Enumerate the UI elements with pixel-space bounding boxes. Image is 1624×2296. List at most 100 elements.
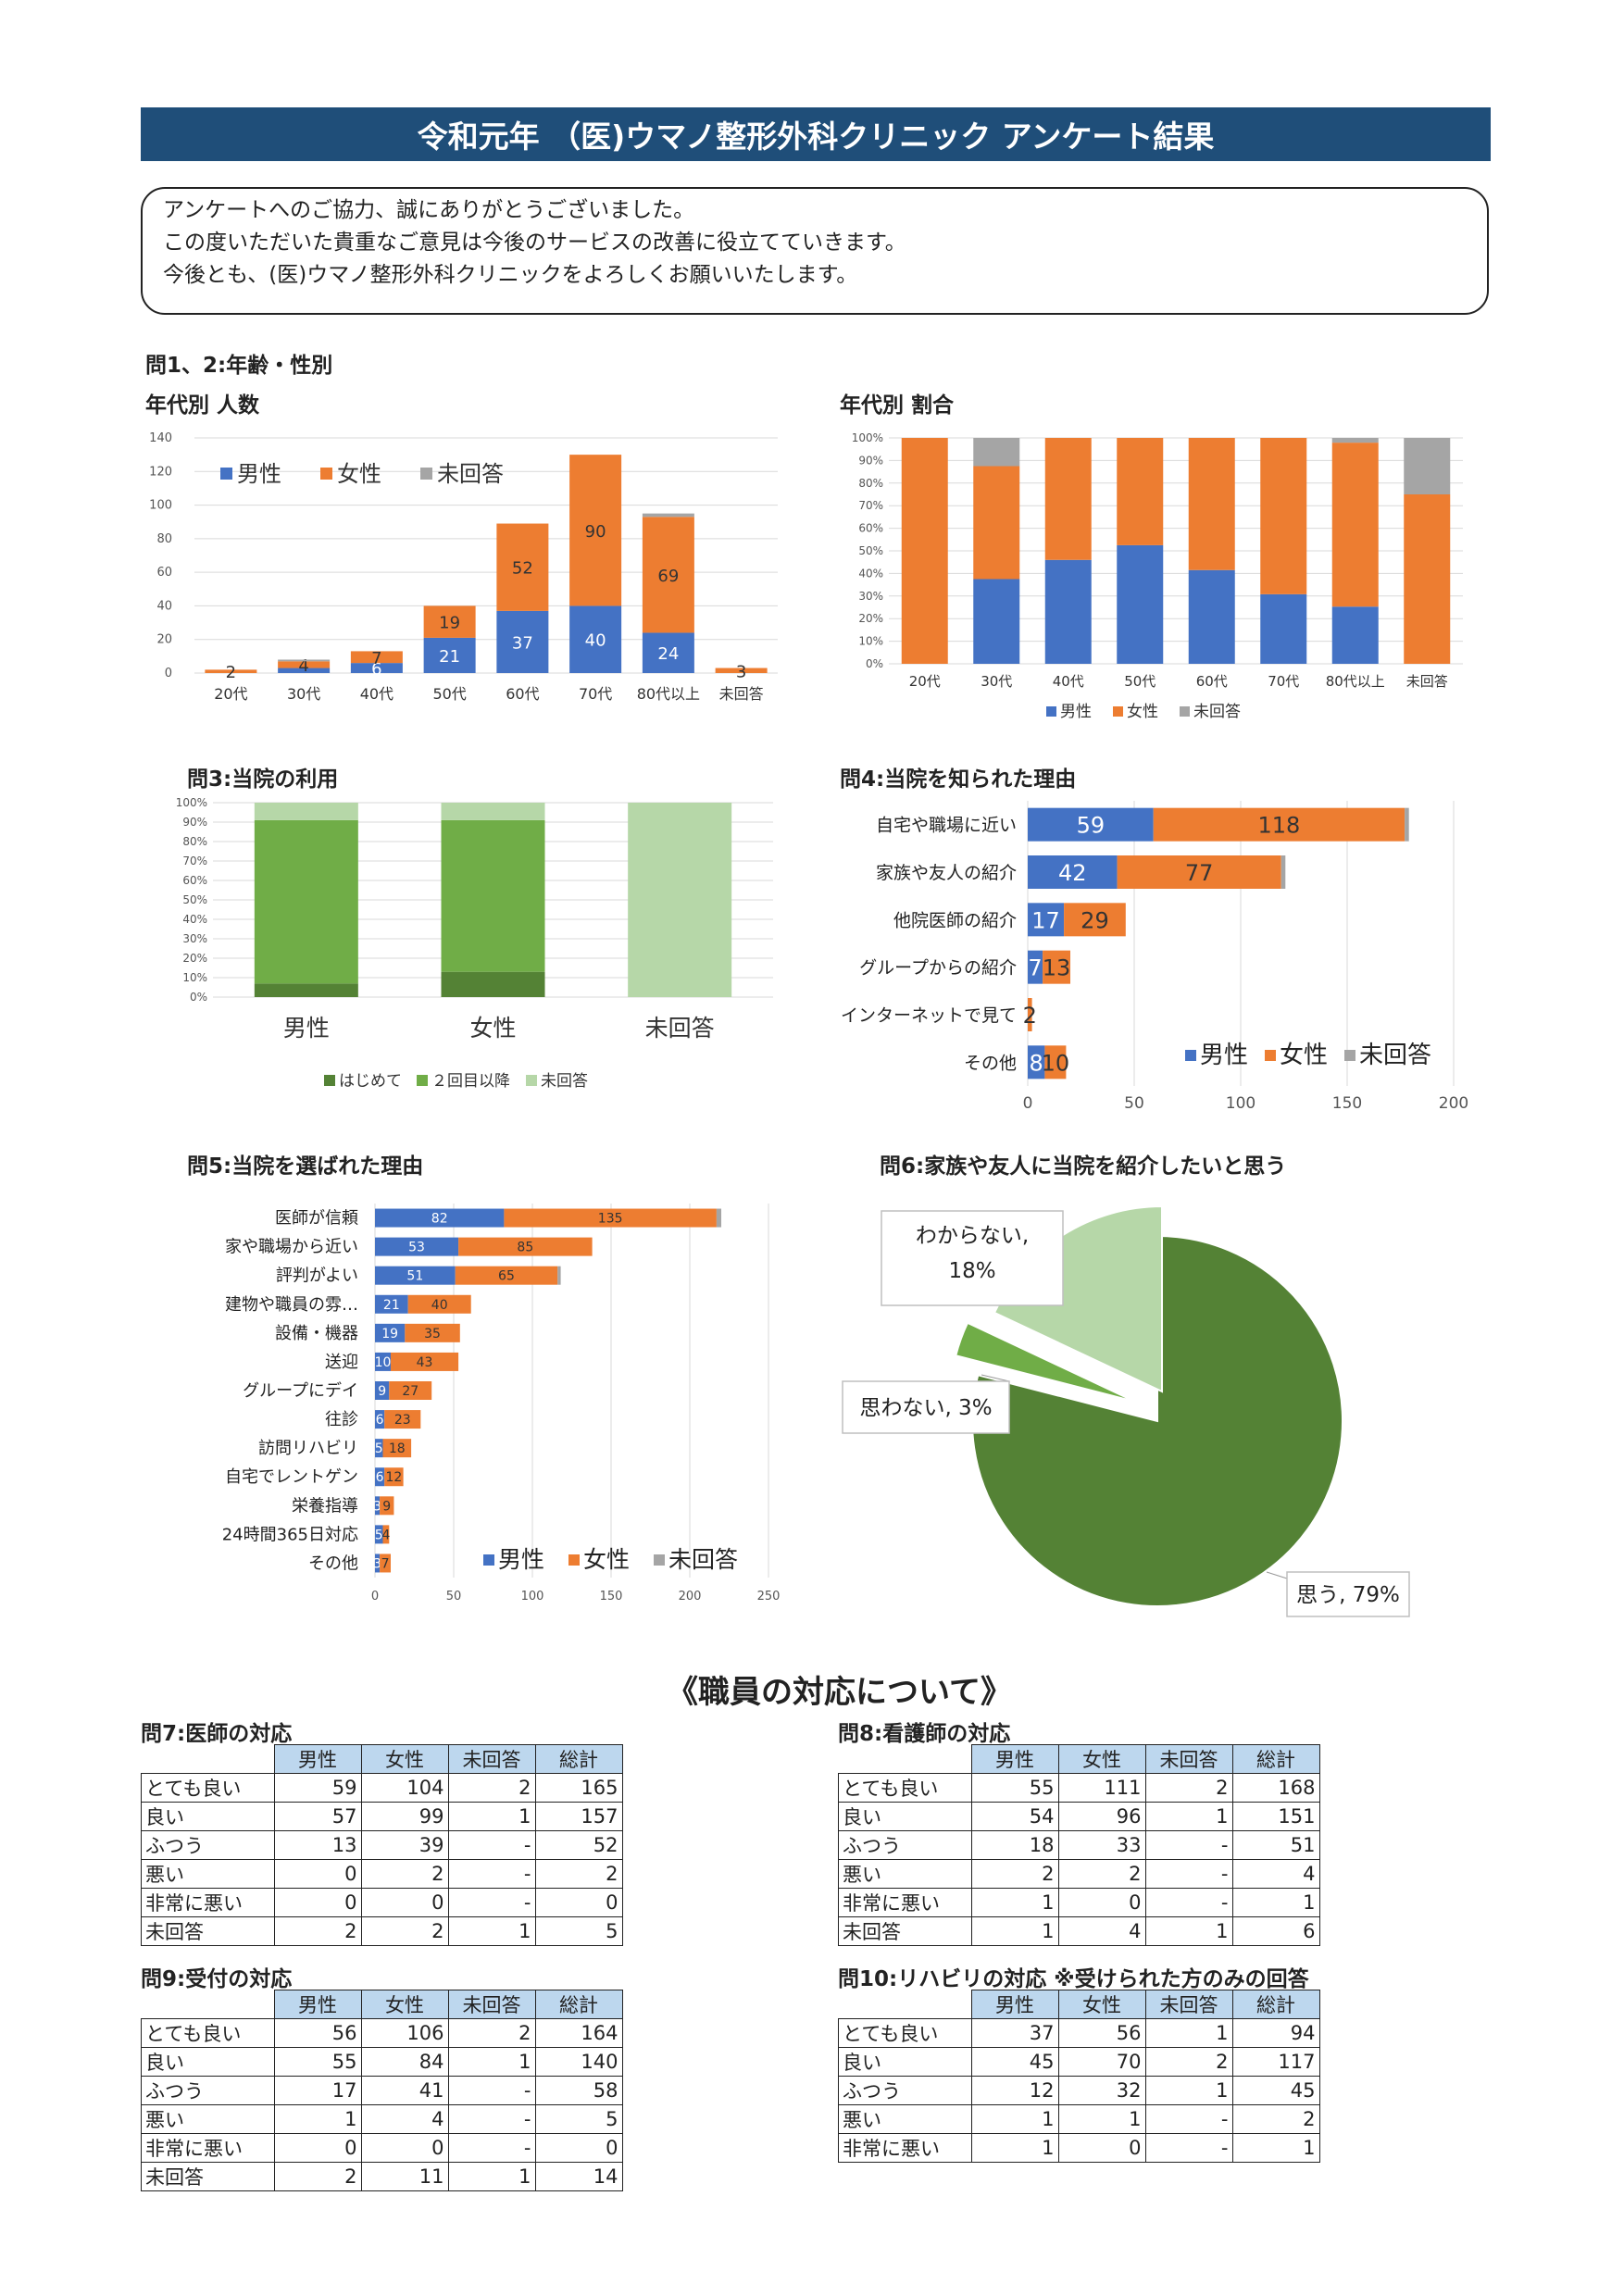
data-label: 90 [585, 522, 606, 542]
legend-swatch [1185, 1050, 1196, 1061]
bar-女性 [407, 1294, 471, 1314]
table-cell: 1 [273, 2104, 362, 2134]
data-label: 12 [385, 1470, 402, 1485]
table-cell: 悪い [141, 1859, 275, 1889]
table-cell: 37 [970, 2018, 1059, 2048]
x-tick-label: 200 [679, 1590, 702, 1603]
data-label: 40 [431, 1298, 448, 1313]
bar-男性 [1028, 950, 1043, 984]
age-count-chart: 020406080100120140220代430代6740代211950代37… [149, 431, 778, 703]
intro-line: 今後とも、(医)ウマノ整形外科クリニックをよろしくお願いいたします。 [163, 263, 858, 287]
table-cell: 168 [1231, 1773, 1320, 1803]
bar-男性 [375, 1352, 391, 1371]
table-cell: 33 [1057, 1830, 1146, 1860]
table-cell: - [1144, 2133, 1233, 2163]
table-cell: ふつう [141, 1830, 275, 1860]
y-tick-label: 家や職場から近い [225, 1238, 358, 1257]
legend-swatch [220, 468, 232, 480]
data-label: 5 [375, 1441, 383, 1456]
table-cell: 良い [141, 2047, 275, 2077]
bar-男性 [375, 1266, 456, 1285]
y-tick-label: 0% [866, 657, 883, 670]
table-cell: 0 [273, 1888, 362, 1917]
legend-swatch [526, 1075, 537, 1086]
data-label: 19 [381, 1327, 398, 1341]
column-header: 総計 [534, 1744, 623, 1774]
x-tick-label: 0 [1023, 1094, 1033, 1113]
data-label: 4 [381, 1528, 390, 1542]
y-tick-label: 家族や友人の紹介 [876, 863, 1017, 883]
y-tick-label: 40% [858, 567, 883, 580]
column-header: 未回答 [1144, 1744, 1233, 1774]
table-cell: ふつう [141, 2076, 275, 2105]
bar-未回答 [973, 438, 1020, 467]
data-label: 7 [371, 649, 381, 668]
y-tick-label: 栄養指導 [292, 1496, 358, 1516]
table-cell: 1 [447, 1802, 536, 1831]
table-row: 非常に悪い 1 0-1 [838, 2133, 1320, 2163]
column-header [838, 1744, 972, 1774]
table-cell: 0 [273, 1859, 362, 1889]
data-label: 6 [376, 1413, 384, 1428]
legend-label: 未回答 [541, 1072, 588, 1091]
table-cell: 悪い [838, 1859, 972, 1889]
age-ratio-chart: 0% 10% 20% 30% 40% 50% 60% 70% 80% 90% 100% 20代 30代 4… [852, 431, 1463, 721]
y-tick-label: その他 [308, 1554, 358, 1573]
data-label: 53 [408, 1241, 425, 1255]
y-tick-label: インターネットで見て [841, 1005, 1017, 1026]
pie-data-label: わからない, [916, 1224, 1029, 1248]
table-cell: 未回答 [141, 2162, 275, 2191]
table-cell: 51 [1231, 1830, 1320, 1860]
table-cell: 2 [970, 1859, 1059, 1889]
bar-未回答 [1404, 438, 1451, 494]
table-cell: とても良い [141, 1773, 275, 1803]
data-label: 6 [376, 1470, 384, 1485]
data-label: 2 [226, 663, 236, 682]
data-label: 3 [736, 662, 746, 681]
section-q4-heading: 問4:当院を知られた理由 [840, 767, 1077, 792]
table-cell: 1 [970, 2104, 1059, 2134]
bar-女性 [423, 605, 476, 638]
table-cell: 0 [534, 2133, 623, 2163]
x-tick-label: 70代 [1268, 673, 1299, 690]
staff-section-heading: 《職員の対応について》 [667, 1674, 1012, 1711]
bar-女性 [1043, 950, 1070, 984]
table-cell: 111 [1057, 1773, 1146, 1803]
table-row: とても良い 56 106 2 164 [141, 2018, 623, 2048]
table-cell: - [447, 2076, 536, 2105]
intro-box: アンケートへのご協力、誠にありがとうございました。 この度いただいた貴重なご意見… [141, 187, 1489, 315]
column-header: 総計 [1231, 1744, 1320, 1774]
data-label: 118 [1257, 813, 1300, 839]
age-count-title: 年代別 人数 [145, 393, 260, 418]
bar-男性 [375, 1323, 406, 1342]
table-cell: 4 [1057, 1916, 1146, 1946]
q8-table: 男性 女性 未回答 総計 とても良い 55 111 2 168 良い 54 96 1 151 ふつう 18 33… [838, 1744, 1320, 1946]
bar-女性 [380, 1554, 391, 1573]
table-cell: 13 [273, 1830, 362, 1860]
column-header: 未回答 [447, 1744, 536, 1774]
bar-女性 [642, 517, 694, 633]
legend-swatch [1046, 706, 1056, 717]
table-cell: 2 [534, 1859, 623, 1889]
table-cell: 56 [1057, 2018, 1146, 2048]
table-cell: 165 [534, 1773, 623, 1803]
table-cell: 96 [1057, 1802, 1146, 1831]
table-cell: 1 [1144, 1916, 1233, 1946]
table-row: 非常に悪い 1 0-1 [838, 1888, 1320, 1917]
bar-男性 [642, 632, 694, 673]
bar-男性 [375, 1496, 381, 1516]
table-cell: 1 [1144, 1802, 1233, 1831]
table-cell: 2 [447, 2018, 536, 2048]
bar-女性 [458, 1237, 593, 1256]
pie-data-label: 18% [948, 1259, 995, 1283]
bar-未回答 [278, 659, 331, 662]
table-cell: 非常に悪い [141, 1888, 275, 1917]
column-header: 女性 [360, 1744, 449, 1774]
q10-table: 男性 女性 未回答 総計 とても良い 37 56 1 94 良い 45 70 2 117 ふつう 12 32 1 4… [838, 1990, 1320, 2163]
data-label: 9 [378, 1384, 386, 1399]
table-cell: 0 [360, 2133, 449, 2163]
bar-男性 [375, 1467, 385, 1487]
pie-data-label: 思う, 79% [1296, 1583, 1400, 1607]
table-cell: - [1144, 2104, 1233, 2134]
bar-男性 [278, 668, 331, 673]
